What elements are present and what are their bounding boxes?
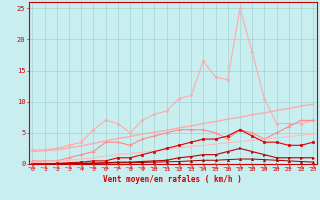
X-axis label: Vent moyen/en rafales ( km/h ): Vent moyen/en rafales ( km/h ) [103,175,242,184]
